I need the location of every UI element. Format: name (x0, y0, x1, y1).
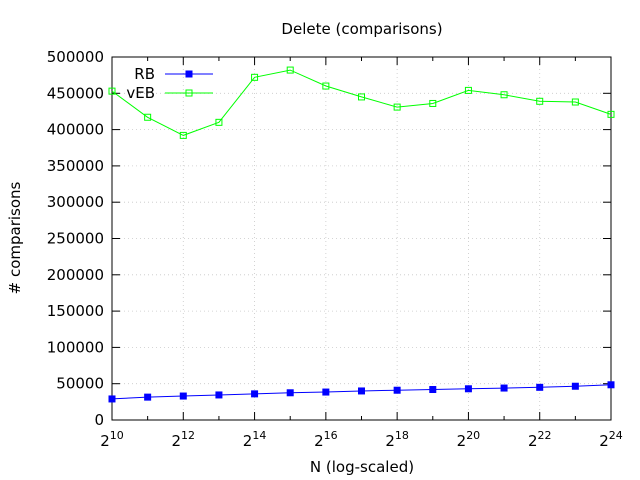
x-tick-label: 212 (172, 429, 196, 450)
y-tick-labels: 0 50000 100000 150000 200000 250000 300000 3500… (47, 48, 104, 429)
data-point-veb (500, 91, 508, 99)
x-tick-label: 216 (314, 429, 338, 450)
y-tick-label: 50000 (56, 375, 104, 393)
y-tick-label: 250000 (47, 230, 104, 248)
x-tick-labels: 210 212 214 216 218 220 222 224 (100, 429, 623, 450)
y-tick-label: 150000 (47, 302, 104, 320)
data-point-veb (464, 86, 472, 94)
data-point-veb (607, 110, 615, 118)
data-point-veb (286, 66, 294, 74)
data-point-rb (108, 395, 116, 403)
data-point-veb (251, 73, 259, 81)
x-tick-label: 214 (243, 429, 267, 450)
data-point-veb (536, 97, 544, 105)
data-point-veb (571, 98, 579, 106)
legend-marker-rb (185, 70, 193, 78)
x-tick-label: 218 (385, 429, 409, 450)
data-point-rb (215, 391, 223, 399)
data-point-rb (536, 383, 544, 391)
data-point-veb (358, 93, 365, 101)
x-axis-title: N (log-scaled) (310, 458, 414, 476)
x-tick-label: 222 (528, 429, 552, 450)
data-point-rb (429, 386, 437, 394)
y-tick-label: 450000 (47, 84, 104, 102)
y-tick-label: 400000 (47, 121, 104, 139)
series-layer (108, 66, 615, 403)
data-point-rb (571, 382, 579, 390)
data-point-rb (358, 387, 365, 395)
data-point-rb (393, 386, 401, 394)
data-point-veb (429, 99, 437, 107)
data-point-rb (607, 381, 615, 389)
data-point-veb (144, 113, 152, 121)
data-point-veb (108, 87, 116, 95)
x-tick-label: 220 (457, 429, 481, 450)
chart-title: Delete (comparisons) (281, 20, 442, 38)
legend-label-veb: vEB (126, 84, 155, 102)
series-veb (108, 66, 615, 139)
data-point-veb (179, 131, 187, 139)
data-point-veb (393, 103, 401, 111)
data-point-rb (500, 384, 508, 392)
data-point-rb (251, 390, 259, 398)
grid (112, 57, 611, 420)
data-point-rb (464, 385, 472, 393)
data-point-rb (322, 388, 330, 396)
y-tick-label: 200000 (47, 266, 104, 284)
legend-marker-veb (185, 89, 193, 97)
data-point-veb (215, 118, 223, 126)
y-tick-label: 0 (94, 411, 104, 429)
legend-label-rb: RB (134, 65, 155, 83)
data-point-rb (286, 389, 294, 397)
y-axis-title: # comparisons (6, 181, 24, 294)
data-point-veb (322, 82, 330, 90)
y-tick-label: 100000 (47, 338, 104, 356)
series-line-veb (111, 69, 612, 136)
y-tick-label: 300000 (47, 193, 104, 211)
x-tick-label: 224 (599, 429, 623, 450)
y-tick-label: 350000 (47, 157, 104, 175)
y-tick-label: 500000 (47, 48, 104, 66)
data-point-rb (179, 392, 187, 400)
series-rb (108, 381, 615, 403)
data-point-rb (144, 393, 152, 401)
axis-ticks (111, 56, 612, 421)
x-tick-label: 210 (100, 429, 124, 450)
